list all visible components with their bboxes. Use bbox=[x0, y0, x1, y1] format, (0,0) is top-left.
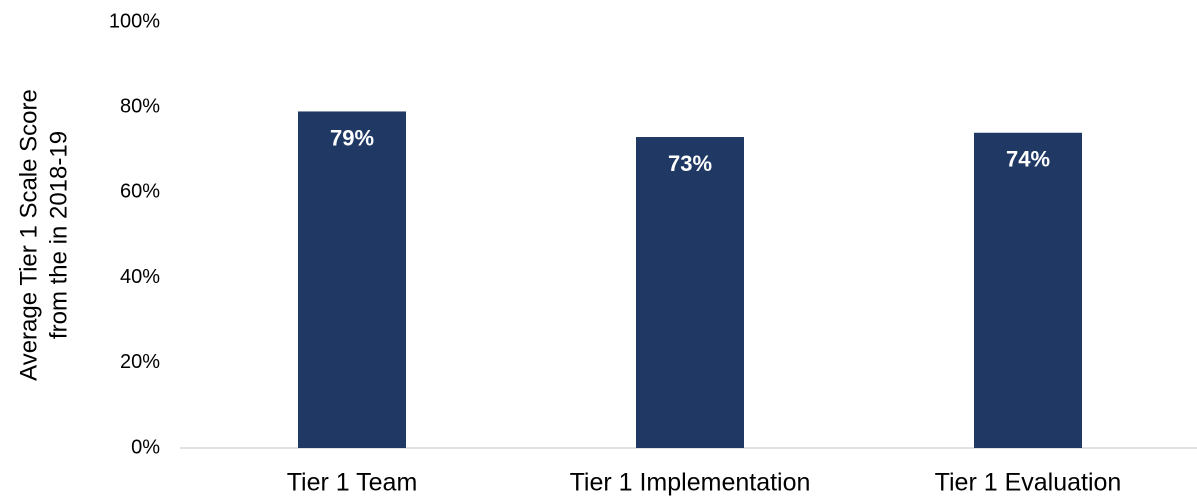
x-tick-label: Tier 1 Evaluation bbox=[935, 469, 1122, 497]
x-tick-label: Tier 1 Implementation bbox=[570, 469, 811, 497]
value-label: 74% bbox=[1006, 147, 1050, 172]
y-axis-label-line: Average Tier 1 Scale Score bbox=[15, 89, 42, 381]
x-tick-label: Tier 1 Team bbox=[287, 469, 418, 497]
y-tick-label: 20% bbox=[120, 351, 160, 373]
bar bbox=[974, 132, 1082, 448]
y-tick-label: 100% bbox=[109, 10, 160, 32]
y-tick-label: 80% bbox=[120, 95, 160, 117]
bar bbox=[636, 137, 744, 448]
value-label: 73% bbox=[668, 151, 712, 176]
y-axis-label: Average Tier 1 Scale Score from the in 2… bbox=[15, 89, 72, 381]
y-tick-label: 60% bbox=[120, 181, 160, 203]
value-label: 79% bbox=[330, 125, 374, 150]
bar bbox=[298, 111, 406, 449]
y-axis-label-line: from the in 2018-19 bbox=[45, 131, 72, 339]
y-tick-label: 0% bbox=[131, 436, 160, 458]
y-tick-label: 40% bbox=[120, 266, 160, 288]
